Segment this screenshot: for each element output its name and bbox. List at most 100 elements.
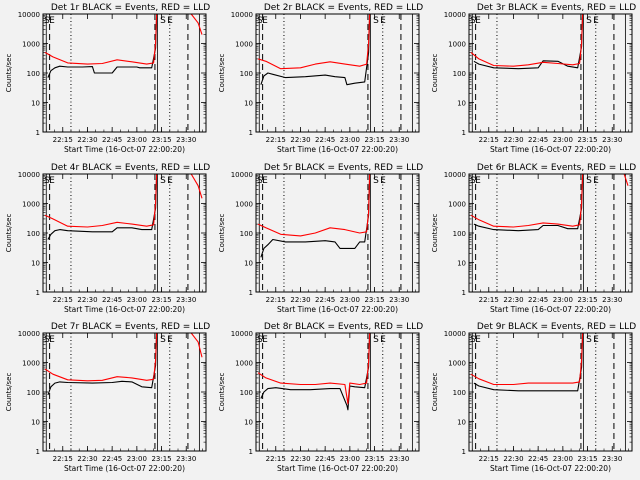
x-tick-label: 23:00: [553, 136, 573, 144]
chart-title: Det 4r BLACK = Events, RED = LLD: [51, 163, 210, 173]
x-tick-label: 22:45: [102, 455, 122, 463]
flag-label: S: [373, 16, 379, 26]
y-tick-label: 10000: [444, 330, 466, 338]
y-tick-label: 10: [457, 260, 466, 268]
x-tick-label: 22:15: [53, 455, 73, 463]
flag-label: E: [380, 176, 386, 186]
x-tick-label: 23:15: [364, 136, 384, 144]
flag-label: S: [470, 335, 476, 345]
y-tick-label: 100: [453, 70, 466, 78]
y-tick-label: 1: [36, 448, 40, 456]
y-axis-label: Counts/sec: [5, 214, 13, 253]
y-tick-label: 1: [36, 129, 40, 137]
y-tick-label: 10000: [444, 11, 466, 19]
series-line-events: [260, 18, 371, 86]
x-tick-label: 22:15: [479, 296, 499, 304]
x-tick-label: 22:15: [266, 136, 286, 144]
y-tick-label: 10: [244, 260, 253, 268]
y-tick-label: 10: [244, 419, 253, 427]
y-axis-label: Counts/sec: [218, 214, 226, 253]
y-tick-label: 1: [249, 129, 253, 137]
y-tick-label: 10000: [231, 11, 253, 19]
x-tick-label: 23:00: [127, 296, 147, 304]
plot-frame: [468, 173, 633, 293]
y-tick-label: 1: [462, 448, 466, 456]
plot-frame: [42, 13, 207, 133]
y-axis-label: Counts/sec: [5, 54, 13, 93]
series-line-lld: [44, 174, 203, 228]
chart-title: Det 8r BLACK = Events, RED = LLD: [264, 322, 423, 332]
series-line-events: [260, 334, 371, 411]
chart-panel-2: Det 2r BLACK = Events, RED = LLD Counts/s…: [218, 3, 423, 154]
x-axis-label: Start Time (16-Oct-07 22:00:20): [64, 145, 185, 154]
flag-label: E: [262, 176, 268, 186]
series-line-events: [47, 16, 158, 78]
y-axis-label: Counts/sec: [431, 214, 439, 253]
x-tick-label: 23:30: [602, 455, 622, 463]
flag-label: E: [167, 16, 173, 26]
y-tick-label: 100: [240, 230, 253, 238]
y-tick-label: 1000: [22, 41, 40, 49]
chart-panel-4: Det 4r BLACK = Events, RED = LLD Counts/s…: [5, 163, 210, 314]
chart-title: Det 5r BLACK = Events, RED = LLD: [264, 163, 423, 173]
flag-label: S: [44, 335, 50, 345]
y-tick-label: 1: [462, 289, 466, 297]
plot-frame: [255, 332, 420, 452]
series-line-events: [47, 176, 158, 240]
x-tick-label: 23:30: [389, 136, 409, 144]
flag-label: E: [262, 335, 268, 345]
x-tick-label: 22:15: [479, 455, 499, 463]
x-tick-label: 22:45: [528, 136, 548, 144]
chart-panel-1: Det 1r BLACK = Events, RED = LLD Counts/s…: [5, 3, 210, 154]
flag-label: E: [593, 335, 599, 345]
x-tick-label: 23:00: [340, 296, 360, 304]
x-axis-label: Start Time (16-Oct-07 22:00:20): [277, 145, 398, 154]
flag-label: S: [160, 16, 166, 26]
series-line-lld: [257, 174, 412, 237]
y-tick-label: 100: [27, 230, 40, 238]
chart-panel-7: Det 7r BLACK = Events, RED = LLD Counts/s…: [5, 322, 210, 473]
flag-label: E: [380, 335, 386, 345]
x-tick-label: 22:45: [315, 136, 335, 144]
series-line-lld: [44, 333, 203, 382]
x-tick-label: 22:45: [102, 136, 122, 144]
x-tick-label: 23:30: [176, 136, 196, 144]
y-tick-label: 1: [36, 289, 40, 297]
series-line-lld: [257, 333, 412, 405]
flag-label: S: [373, 176, 379, 186]
x-tick-label: 22:45: [315, 455, 335, 463]
x-tick-label: 22:30: [290, 296, 310, 304]
x-axis-label: Start Time (16-Oct-07 22:00:20): [64, 464, 185, 473]
x-tick-label: 23:00: [340, 455, 360, 463]
x-tick-label: 22:30: [503, 136, 523, 144]
y-tick-label: 1: [249, 289, 253, 297]
x-tick-label: 23:00: [553, 296, 573, 304]
plot-frame: [468, 13, 633, 133]
x-tick-label: 22:30: [77, 455, 97, 463]
y-tick-label: 10: [31, 260, 40, 268]
chart-panel-3: Det 3r BLACK = Events, RED = LLD Counts/s…: [431, 3, 636, 154]
flag-label: E: [475, 16, 481, 26]
y-tick-label: 1000: [448, 41, 466, 49]
flag-label: S: [257, 16, 263, 26]
x-tick-label: 23:30: [602, 136, 622, 144]
y-tick-label: 100: [453, 230, 466, 238]
y-axis-label: Counts/sec: [431, 373, 439, 412]
x-tick-label: 23:15: [577, 296, 597, 304]
flag-label: S: [470, 16, 476, 26]
x-axis-label: Start Time (16-Oct-07 22:00:20): [490, 464, 611, 473]
chart-title: Det 3r BLACK = Events, RED = LLD: [477, 3, 636, 13]
x-tick-label: 22:30: [77, 296, 97, 304]
y-tick-label: 10000: [444, 171, 466, 179]
y-axis-label: Counts/sec: [431, 54, 439, 93]
x-tick-label: 22:30: [503, 296, 523, 304]
chart-title: Det 7r BLACK = Events, RED = LLD: [51, 322, 210, 332]
x-tick-label: 23:15: [151, 136, 171, 144]
y-tick-label: 1000: [235, 41, 253, 49]
x-tick-label: 22:30: [503, 455, 523, 463]
flag-label: S: [586, 176, 592, 186]
series-line-lld: [44, 14, 203, 65]
x-tick-label: 22:15: [53, 296, 73, 304]
x-tick-label: 23:15: [151, 455, 171, 463]
